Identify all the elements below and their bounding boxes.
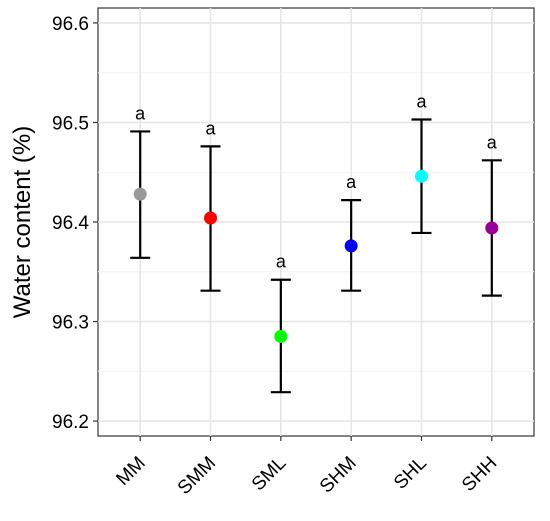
data-point [414,169,428,183]
data-point [344,239,358,253]
x-tick-label: MM [112,453,149,490]
y-axis: 96.2 96.3 96.4 96.5 96.6 [52,14,98,433]
data-point [133,187,147,201]
significance-label: a [346,172,357,192]
data-point [274,329,288,343]
y-tick-label: 96.4 [52,213,89,234]
significance-label: a [276,252,287,272]
significance-label: a [135,103,146,123]
data-point [204,211,218,225]
data-marks: a a a a a a [130,91,502,394]
y-tick-label: 96.3 [52,313,89,334]
y-tick-label: 96.5 [52,113,89,134]
x-tick-label: SML [248,453,290,495]
data-point [485,221,499,235]
x-tick-label: SMM [174,453,220,499]
x-tick-label: SHL [390,453,431,494]
significance-label: a [416,91,427,111]
y-tick-label: 96.2 [52,412,89,433]
significance-label: a [487,132,498,152]
y-tick-label: 96.6 [52,14,89,35]
x-axis: MM SMM SML SHM SHL SHH [112,436,501,499]
x-tick-label: SHM [316,453,361,498]
grid [98,8,534,436]
x-tick-label: SHH [458,453,501,496]
significance-label: a [206,118,217,138]
y-axis-title: Water content (%) [9,126,36,319]
